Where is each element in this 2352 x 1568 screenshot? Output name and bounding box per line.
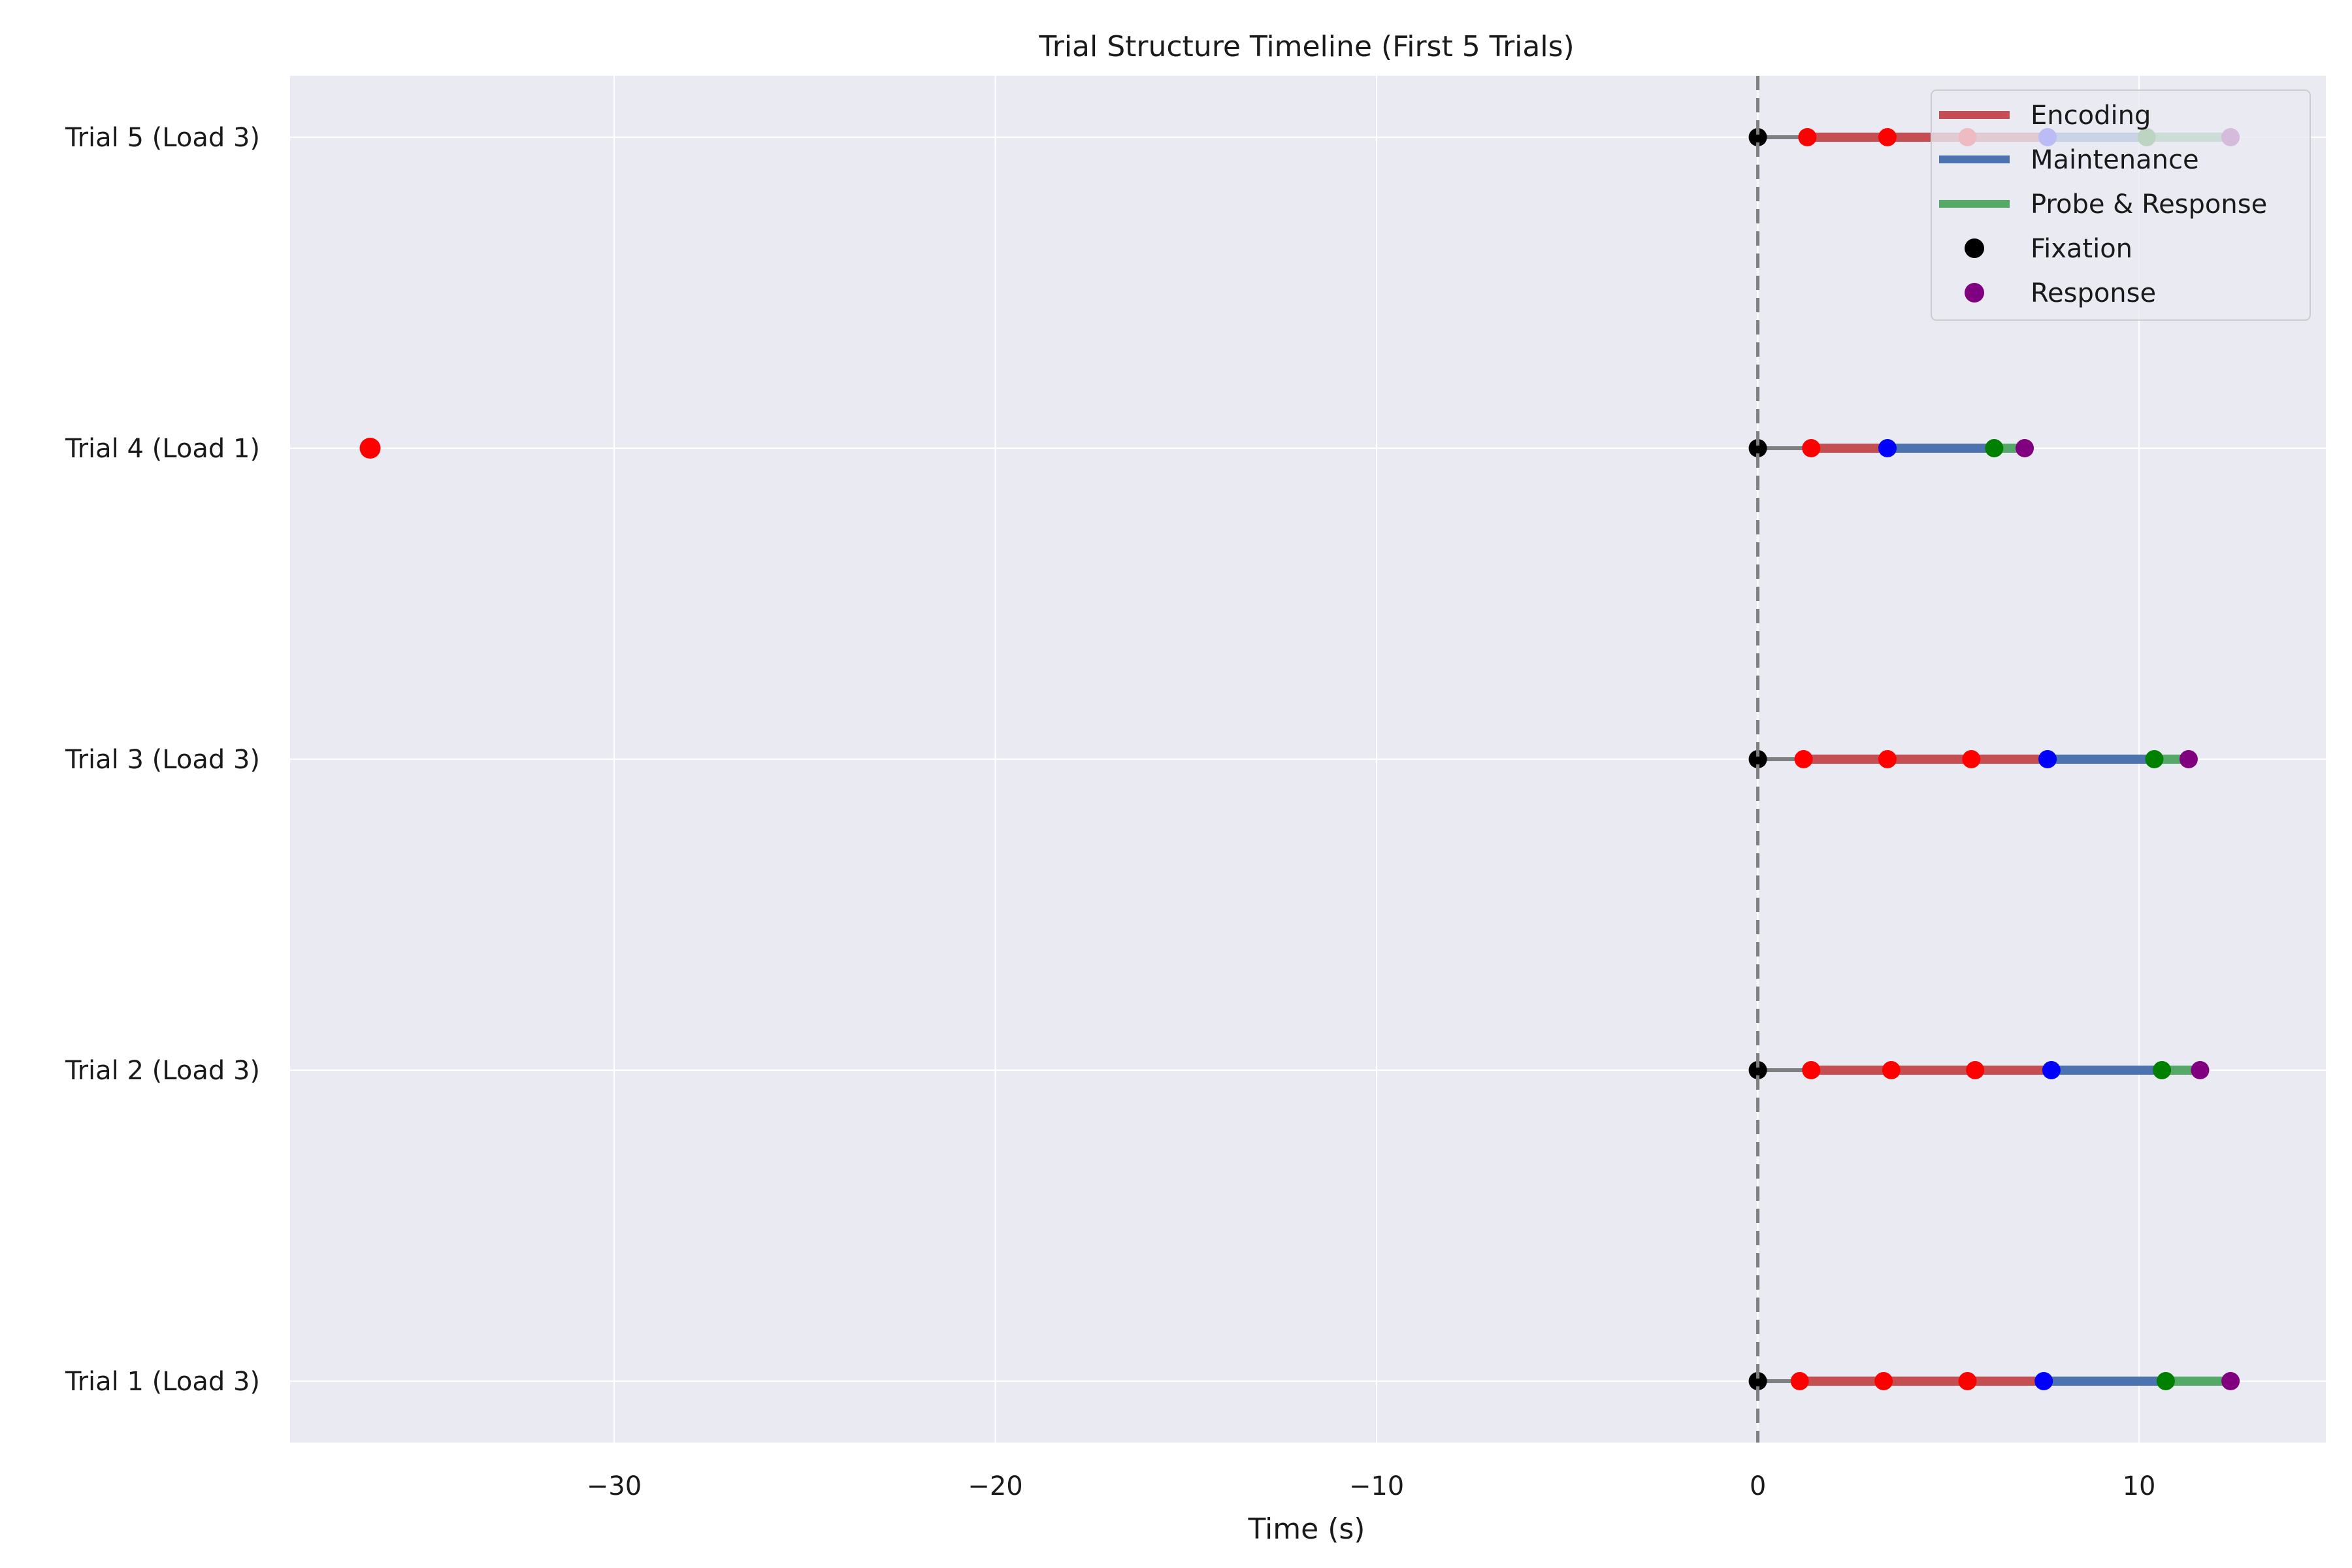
x-tick-label: −20 [968, 1471, 1022, 1501]
encoding-point [1802, 439, 1821, 457]
encoding-point [1878, 128, 1897, 146]
response-point [2221, 1372, 2240, 1390]
y-tick-label: Trial 1 (Load 3) [65, 1367, 260, 1397]
fixation-point [1748, 1061, 1767, 1079]
x-tick-label: 10 [2123, 1471, 2156, 1501]
maintenance-point [2042, 1061, 2061, 1079]
encoding-point [1962, 750, 1981, 768]
x-tick-label: 0 [1750, 1471, 1766, 1501]
encoding-point [1794, 750, 1813, 768]
encoding-point [1802, 1061, 1821, 1079]
x-tick-label: −30 [587, 1471, 642, 1501]
y-tick-label: Trial 2 (Load 3) [65, 1056, 260, 1086]
chart-title: Trial Structure Timeline (First 5 Trials… [1038, 30, 1574, 63]
y-tick-label: Trial 4 (Load 1) [65, 434, 260, 464]
legend-label: Probe & Response [2031, 189, 2267, 220]
encoding-outlier-point [359, 438, 381, 459]
maintenance-point [1878, 439, 1897, 457]
legend-swatch-dot [1965, 283, 1984, 302]
fixation-point [1748, 750, 1767, 768]
probe-point [1985, 439, 2004, 457]
legend-label: Encoding [2031, 101, 2151, 131]
x-axis-label: Time (s) [1248, 1512, 1365, 1546]
maintenance-point [2034, 1372, 2053, 1390]
probe-point [2156, 1372, 2175, 1390]
legend-label: Maintenance [2031, 145, 2199, 175]
encoding-point [1874, 1372, 1893, 1390]
fixation-point [1748, 1372, 1767, 1390]
probe-point [2153, 1061, 2172, 1079]
fixation-point [1748, 439, 1767, 457]
legend-label: Response [2031, 278, 2156, 308]
encoding-point [1966, 1061, 1985, 1079]
encoding-point [1790, 1372, 1809, 1390]
encoding-point [1958, 1372, 1977, 1390]
y-tick-label: Trial 3 (Load 3) [65, 745, 260, 775]
maintenance-point [2038, 750, 2057, 768]
legend-label: Fixation [2031, 234, 2132, 264]
x-tick-label: −10 [1349, 1471, 1404, 1501]
legend-box [1931, 90, 2311, 321]
encoding-point [1882, 1061, 1901, 1079]
x-tick-labels: −30 −20 −10 0 10 [587, 1471, 2156, 1501]
probe-point [2145, 750, 2164, 768]
y-tick-labels: Trial 1 (Load 3) Trial 2 (Load 3) Trial 3 … [65, 123, 260, 1397]
encoding-point [1798, 128, 1817, 146]
legend: Encoding Maintenance Probe & Response Fixat… [1931, 90, 2311, 321]
response-point [2179, 750, 2198, 768]
fixation-point [1748, 128, 1767, 146]
y-tick-label: Trial 5 (Load 3) [65, 123, 260, 153]
response-point [2191, 1061, 2210, 1079]
response-point [2016, 439, 2034, 457]
legend-swatch-dot [1965, 238, 1984, 258]
encoding-point [1878, 750, 1897, 768]
